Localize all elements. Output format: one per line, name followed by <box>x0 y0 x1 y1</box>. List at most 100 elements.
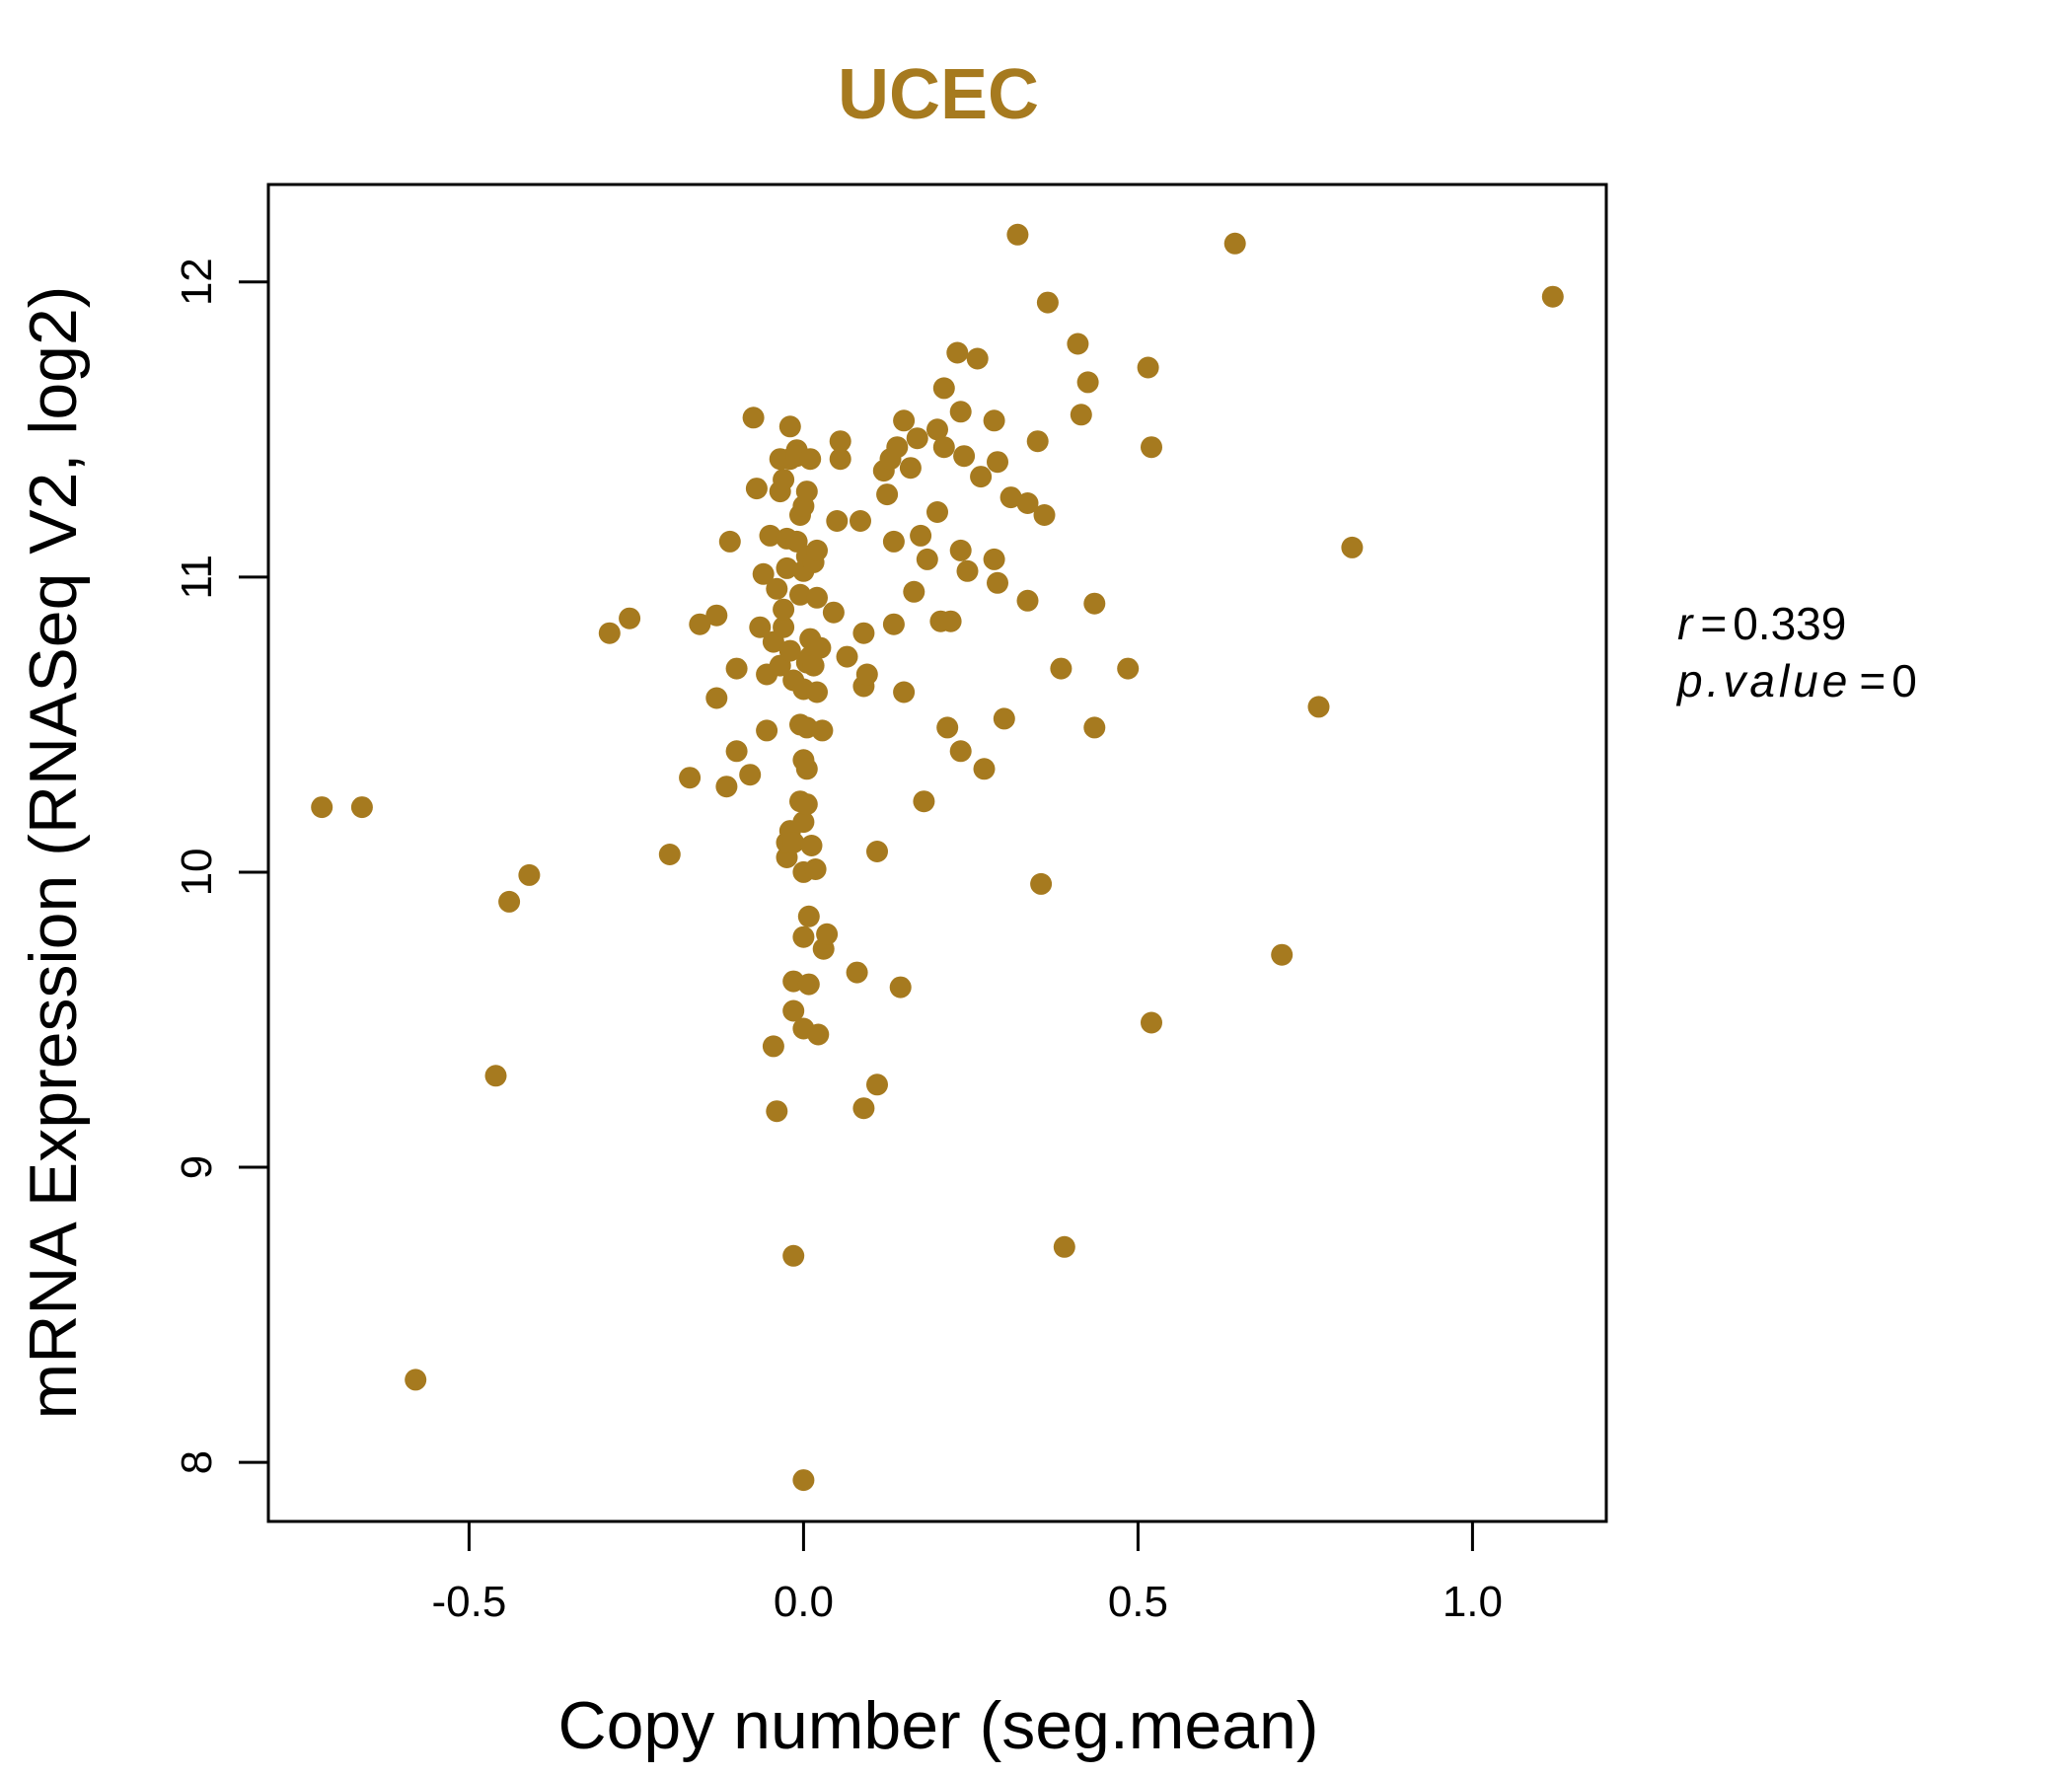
data-point <box>795 793 818 816</box>
data-point <box>782 832 805 853</box>
data-point <box>876 483 899 506</box>
data-point <box>893 409 916 432</box>
data-point <box>936 716 959 739</box>
data-point <box>797 905 820 927</box>
data-point <box>1050 657 1073 680</box>
r-value: 0.339 <box>1733 598 1846 649</box>
data-point <box>1141 1011 1162 1034</box>
data-point <box>778 415 801 438</box>
data-point <box>792 925 815 948</box>
data-point <box>804 858 827 880</box>
data-point <box>910 524 932 547</box>
y-axis: 8 9 10 11 12 <box>173 258 268 1474</box>
data-point <box>993 707 1015 730</box>
data-point <box>1076 371 1099 394</box>
data-point <box>800 835 823 856</box>
data-point <box>1271 943 1294 966</box>
data-point <box>795 481 818 503</box>
data-point <box>882 530 905 553</box>
data-point <box>795 758 818 780</box>
y-tick-label: 11 <box>173 555 221 600</box>
data-point <box>983 548 1005 570</box>
data-point <box>773 469 795 491</box>
data-point <box>946 341 969 364</box>
r-label: r <box>1677 598 1694 649</box>
data-point <box>766 577 788 600</box>
data-point <box>705 687 728 709</box>
data-point <box>852 1097 875 1120</box>
data-point <box>619 607 641 629</box>
data-point <box>792 811 815 834</box>
data-point <box>932 436 955 459</box>
data-point <box>822 601 845 624</box>
data-point <box>518 863 541 886</box>
data-point <box>983 409 1005 432</box>
data-point <box>903 580 925 603</box>
data-point <box>852 622 875 644</box>
data-point <box>1053 1235 1075 1258</box>
data-point <box>1067 333 1089 355</box>
plot-area-frame <box>266 183 1608 1523</box>
data-point <box>756 719 778 742</box>
data-point <box>916 548 938 570</box>
data-point <box>816 923 839 945</box>
data-point <box>789 583 811 606</box>
data-point <box>1016 492 1039 514</box>
data-point <box>1036 291 1059 314</box>
y-axis-label: mRNA Expression (RNASeq V2, log2) <box>16 286 91 1420</box>
y-tick-label: 10 <box>173 848 221 896</box>
correlation-stats: r = 0.339 p.value = 0 <box>1675 598 1917 706</box>
data-point <box>846 961 868 984</box>
data-point <box>725 740 748 763</box>
data-point <box>752 562 775 585</box>
data-point <box>350 796 373 819</box>
data-point <box>725 657 748 680</box>
data-point <box>970 466 993 488</box>
data-point <box>1083 716 1106 739</box>
data-point <box>1033 504 1056 526</box>
data-point <box>1223 232 1246 255</box>
data-point <box>829 448 851 471</box>
data-point <box>715 776 738 798</box>
data-point <box>1341 536 1364 558</box>
data-point <box>866 1073 888 1096</box>
data-point <box>1541 285 1564 308</box>
data-point <box>1117 657 1140 680</box>
data-point <box>926 418 948 441</box>
r-statistic: r = 0.339 <box>1677 598 1846 649</box>
data-point <box>966 347 989 370</box>
data-point <box>1137 356 1159 379</box>
data-point <box>866 841 888 862</box>
data-point <box>658 844 681 865</box>
chart-title: UCEC <box>838 55 1039 134</box>
data-point <box>811 719 834 742</box>
data-point <box>806 539 828 561</box>
data-point <box>802 654 825 677</box>
data-point <box>679 767 702 789</box>
data-point <box>855 663 878 686</box>
data-point <box>899 457 922 480</box>
data-point <box>498 890 521 913</box>
y-tick-label: 8 <box>173 1450 221 1474</box>
data-point <box>598 622 621 644</box>
data-point <box>926 501 948 523</box>
data-point <box>311 796 333 819</box>
data-point <box>742 407 765 429</box>
data-point <box>806 586 828 609</box>
data-point <box>1030 872 1053 895</box>
data-point <box>1006 223 1029 246</box>
data-point <box>1141 436 1162 459</box>
data-point <box>718 530 741 553</box>
data-point <box>773 598 795 621</box>
data-point <box>745 478 768 500</box>
data-point <box>956 559 979 582</box>
data-point <box>484 1065 507 1087</box>
data-point <box>850 510 871 532</box>
data-point <box>913 790 935 813</box>
data-point <box>949 740 972 763</box>
data-point <box>809 636 832 659</box>
data-point <box>773 616 795 638</box>
data-point <box>826 510 849 532</box>
data-point <box>806 681 828 703</box>
